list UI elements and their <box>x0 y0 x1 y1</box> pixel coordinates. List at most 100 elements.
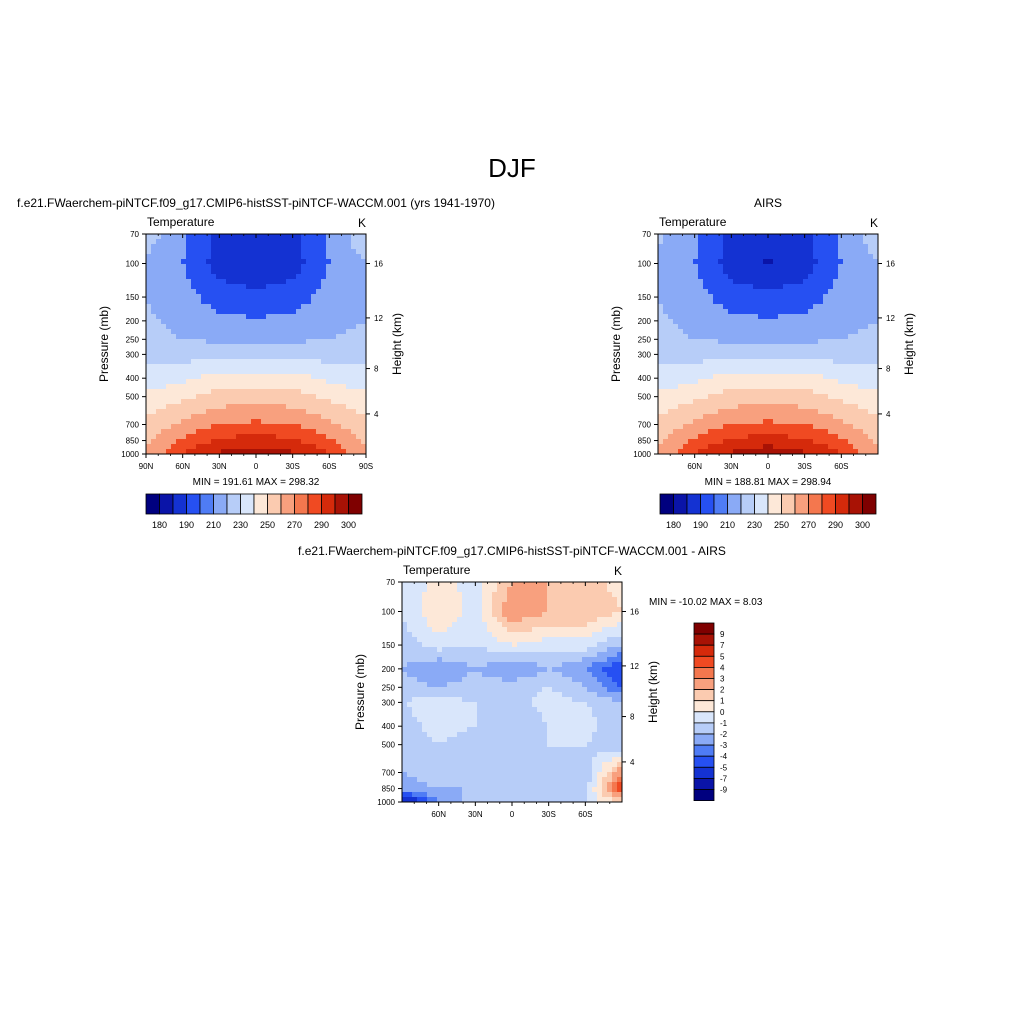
heatmap-cell <box>326 419 332 425</box>
heatmap-cell <box>823 354 829 360</box>
heatmap-cell <box>617 602 622 608</box>
heatmap-cell <box>482 602 488 608</box>
heatmap-cell <box>828 449 834 454</box>
heatmap-cell <box>703 359 709 365</box>
heatmap-cell <box>668 259 674 265</box>
heatmap-cell <box>773 389 779 395</box>
heatmap-cell <box>236 234 242 240</box>
heatmap-cell <box>276 294 282 300</box>
heatmap-cell <box>231 264 237 270</box>
heatmap-cell <box>321 369 327 375</box>
heatmap-cell <box>201 434 207 440</box>
heatmap-cell <box>306 314 312 320</box>
heatmap-cell <box>517 667 523 673</box>
heatmap-cell <box>522 657 528 663</box>
heatmap-cell <box>768 254 774 260</box>
heatmap-cell <box>838 324 844 330</box>
heatmap-cell <box>321 414 327 420</box>
heatmap-cell <box>703 334 709 340</box>
heatmap-cell <box>191 234 197 240</box>
heatmap-cell <box>678 259 684 265</box>
heatmap-cell <box>612 602 618 608</box>
heatmap-cell <box>276 394 282 400</box>
heatmap-cell <box>673 359 679 365</box>
heatmap-cell <box>452 677 458 683</box>
heatmap-cell <box>703 384 709 390</box>
heatmap-cell <box>718 239 724 245</box>
heatmap-cell <box>698 289 704 295</box>
heatmap-cell <box>873 424 878 430</box>
heatmap-field <box>402 582 622 802</box>
heatmap-cell <box>753 449 759 454</box>
heatmap-cell <box>617 592 622 598</box>
heatmap-cell <box>612 637 618 643</box>
heatmap-cell <box>361 444 366 450</box>
heatmap-cell <box>346 299 352 305</box>
heatmap-cell <box>271 254 277 260</box>
heatmap-cell <box>351 259 357 265</box>
heatmap-cell <box>301 244 307 250</box>
heatmap-cell <box>477 622 483 628</box>
heatmap-cell <box>858 249 864 255</box>
heatmap-cell <box>171 429 177 435</box>
heatmap-cell <box>703 254 709 260</box>
heatmap-cell <box>171 359 177 365</box>
heatmap-cell <box>868 354 874 360</box>
heatmap-cell <box>537 647 543 653</box>
heatmap-cell <box>487 652 493 658</box>
heatmap-cell <box>803 254 809 260</box>
heatmap-cell <box>612 647 618 653</box>
heatmap-cell <box>748 339 754 345</box>
heatmap-cell <box>803 439 809 445</box>
heatmap-cell <box>873 344 878 350</box>
heatmap-cell <box>186 264 192 270</box>
colorbar-label: 300 <box>855 520 870 530</box>
heatmap-cell <box>743 414 749 420</box>
heatmap-cell <box>612 672 618 678</box>
heatmap-cell <box>231 284 237 290</box>
heatmap-cell <box>356 254 362 260</box>
heatmap-cell <box>251 234 257 240</box>
heatmap-cell <box>447 637 453 643</box>
heatmap-cell <box>161 414 167 420</box>
heatmap-cell <box>256 329 262 335</box>
heatmap-cell <box>462 667 468 673</box>
heatmap-cell <box>853 439 859 445</box>
heatmap-cell <box>763 234 769 240</box>
heatmap-cell <box>276 369 282 375</box>
heatmap-cell <box>166 309 172 315</box>
heatmap-cell <box>678 384 684 390</box>
heatmap-cell <box>156 289 162 295</box>
heatmap-cell <box>331 299 337 305</box>
heatmap-cell <box>853 394 859 400</box>
heatmap-cell <box>713 444 719 450</box>
heatmap-cell <box>808 234 814 240</box>
heatmap-cell <box>417 652 423 658</box>
heatmap-cell <box>577 637 583 643</box>
heatmap-cell <box>753 349 759 355</box>
heatmap-cell <box>221 304 227 310</box>
heatmap-cell <box>467 657 473 663</box>
heatmap-cell <box>577 642 583 648</box>
heatmap-cell <box>738 264 744 270</box>
heatmap-cell <box>668 269 674 275</box>
heatmap-cell <box>833 424 839 430</box>
heatmap-cell <box>201 439 207 445</box>
heatmap-cell <box>241 379 247 385</box>
heatmap-cell <box>281 399 287 405</box>
heatmap-cell <box>146 369 152 375</box>
heatmap-cell <box>437 597 443 603</box>
heatmap-cell <box>186 259 192 265</box>
heatmap-cell <box>161 304 167 310</box>
heatmap-cell <box>146 259 152 265</box>
heatmap-cell <box>331 349 337 355</box>
heatmap-cell <box>808 284 814 290</box>
heatmap-cell <box>306 394 312 400</box>
heatmap-cell <box>858 379 864 385</box>
heatmap-cell <box>723 259 729 265</box>
heatmap-cell <box>818 299 824 305</box>
heatmap-cell <box>151 279 157 285</box>
heatmap-cell <box>713 439 719 445</box>
heatmap-cell <box>216 354 222 360</box>
heatmap-cell <box>301 354 307 360</box>
